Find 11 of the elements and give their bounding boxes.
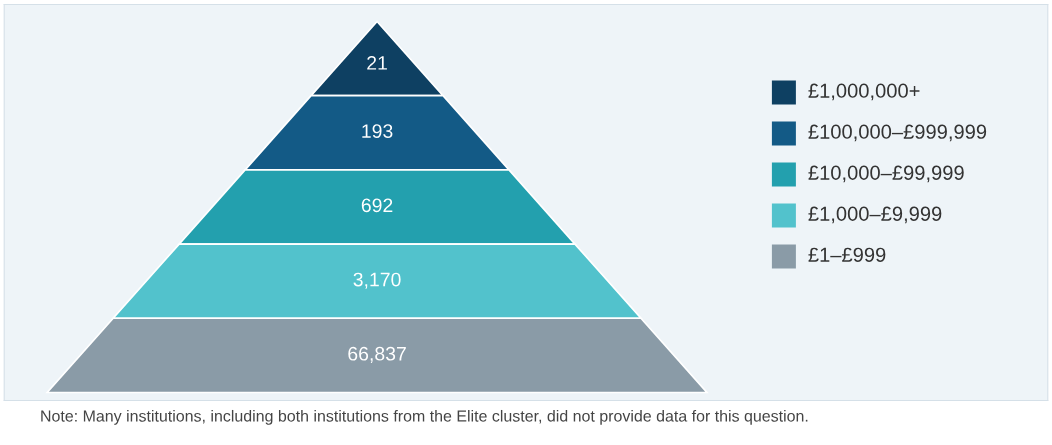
category-label: £1,000–£9,999 (808, 206, 942, 224)
data-label: 21 (367, 56, 387, 70)
data-label: 66,837 (348, 346, 406, 363)
data-label: 692 (361, 198, 393, 213)
text: Note: Many institutions, including both institutions from the Elite cluster, did not provide data for this question. (41, 409, 808, 425)
category-label: £1,000,000+ (808, 83, 920, 101)
category-label: £10,000–£99,999 (808, 165, 964, 183)
data-label: 193 (362, 124, 393, 138)
data-label: 3,170 (353, 272, 401, 289)
category-label: £1–£999 (808, 247, 886, 262)
category-label: £100,000–£999,999 (808, 124, 987, 142)
